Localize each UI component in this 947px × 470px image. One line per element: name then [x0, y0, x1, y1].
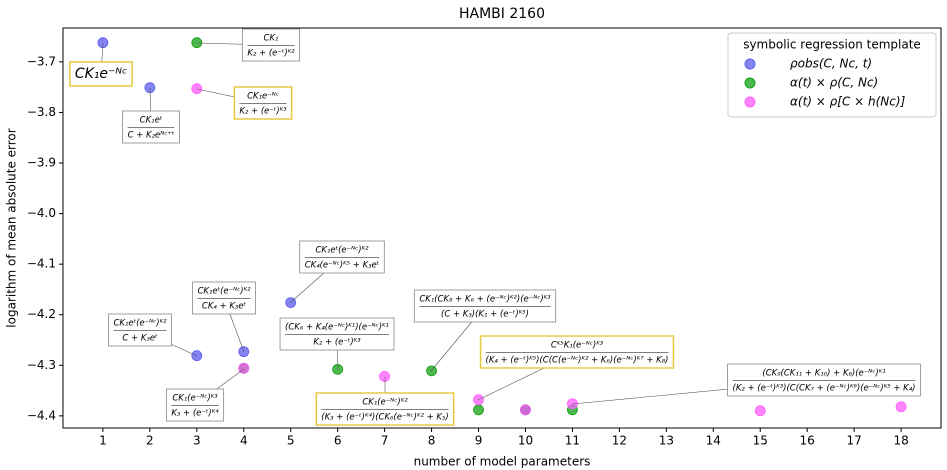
x-tick-label: 18: [893, 434, 908, 448]
annotation-denominator: CK₄ + K₃eᵗ: [202, 302, 247, 312]
y-tick-label: −4.2: [27, 307, 56, 321]
x-tick-label: 3: [193, 434, 201, 448]
y-tick-label: −4.0: [27, 206, 56, 220]
annotation-numerator: (CK₉(CK₁₁ + K₁₀) + K₈)(e⁻ᴺᶜ)ᴷ¹: [762, 369, 885, 379]
legend-marker: [744, 77, 756, 89]
x-tick-label: 1: [99, 434, 107, 448]
annotation-numerator: CK₁eᵗ(e⁻ᴺᶜ)ᴷ²: [315, 246, 369, 256]
annotation-denominator: C + K₃eᵗ: [122, 334, 158, 344]
x-tick-label: 15: [753, 434, 768, 448]
annotation-denominator: (C + K₃)(K₁ + (e⁻ᵗ)ᴷ⁵): [441, 310, 529, 320]
annotation: CK₁eᵗ C + K₂eᴺᶜ⁺ᵗ: [122, 87, 180, 144]
annotation-text: CK₁e⁻ᴺᶜ: [75, 66, 127, 82]
annotation-box: [122, 110, 180, 144]
annotation-numerator: CK₁eᵗ(e⁻ᴺᶜ)ᴷ²: [113, 319, 167, 329]
annotation: CK₁(e⁻ᴺᶜ)ᴷ³ K₃ + (e⁻ᵗ)ᴷ⁴: [165, 368, 245, 422]
annotation-numerator: CK₁eᵗ: [140, 116, 163, 126]
legend-label: ρobs(C, Nc, t): [790, 57, 872, 71]
annotation-numerator: CK₁: [264, 34, 279, 44]
annotation: CK₁(CK₈ + K₆ + (e⁻ᴺᶜ)ᴷ²)(e⁻ᴺᶜ)ᴷ³ (C + K₃)…: [413, 289, 557, 372]
x-tick-label: 10: [518, 434, 533, 448]
annotation-numerator: Cᴷ⁵K₁(e⁻ᴺᶜ)ᴷ³: [551, 341, 604, 351]
point: [191, 83, 203, 95]
legend-label: α(t) × ρ(C, Nc): [790, 76, 878, 90]
annotation: CK₁ K₂ + (e⁻ᵗ)ᴷ²: [196, 28, 301, 62]
x-tick-label: 5: [287, 434, 295, 448]
annotation: CK₁eᵗ(e⁻ᴺᶜ)ᴷ² C + K₃eᵗ: [108, 313, 198, 357]
annotation-denominator: CK₄(e⁻ᴺᶜ)ᴷ⁵ + K₃eᵗ: [305, 261, 380, 271]
annotation: CK₁eᵗ(e⁻ᴺᶜ)ᴷ² CK₄ + K₃eᵗ: [192, 281, 256, 353]
point: [473, 404, 484, 416]
legend-title: symbolic regression template: [743, 38, 921, 52]
point: [754, 405, 766, 417]
annotation-denominator: K₂ + (e⁻ᵗ)ᴷ³: [239, 107, 287, 117]
annotation-box: [241, 28, 301, 62]
annotation-numerator: CK₁(e⁻ᴺᶜ)ᴷ³: [172, 394, 218, 404]
x-tick-label: 12: [612, 434, 627, 448]
annotation-box: [413, 289, 557, 323]
x-tick-label: 13: [659, 434, 674, 448]
plot-frame: [62, 27, 942, 429]
annotation-box: [299, 240, 385, 274]
annotation-denominator: (K₃ + (e⁻ᵗ)ᴷ⁴)(CK₆(e⁻ᴺᶜ)ᴷ² + K₅): [321, 413, 448, 423]
annotation-box: [727, 363, 921, 397]
y-tick-label: −4.1: [27, 257, 56, 271]
annotation: CK₁(e⁻ᴺᶜ)ᴷ² (K₃ + (e⁻ᵗ)ᴷ⁴)(CK₆(e⁻ᴺᶜ)ᴷ² + …: [315, 377, 455, 426]
point: [191, 37, 203, 49]
annotation-box: [165, 388, 225, 422]
annotation: CK₁eᵗ(e⁻ᴺᶜ)ᴷ² CK₄(e⁻ᴺᶜ)ᴷ⁵ + K₃eᵗ: [289, 240, 385, 304]
x-tick-label: 17: [846, 434, 861, 448]
chart-title: HAMBI 2160: [459, 6, 545, 22]
x-tick-label: 4: [240, 434, 248, 448]
x-tick-label: 14: [706, 434, 721, 448]
annotation-denominator: C + K₂eᴺᶜ⁺ᵗ: [128, 131, 175, 141]
point: [426, 365, 437, 377]
x-tick-label: 2: [146, 434, 154, 448]
annotation-box: [479, 335, 675, 369]
y-tick-label: −3.8: [27, 105, 56, 119]
annotation-box: [108, 313, 172, 347]
annotation-box: [192, 281, 256, 315]
x-tick-label: 6: [334, 434, 342, 448]
y-tick-label: −4.3: [27, 358, 56, 372]
annotation-denominator: (K₂ + (e⁻ᵗ)ᴷ³)(C(CK₇ + (e⁻ᴺᶜ)ᴷ⁶)(e⁻ᴺᶜ)ᴷ⁵…: [733, 384, 916, 394]
legend-label: α(t) × ρ[C × h(Nc)]: [790, 95, 906, 109]
annotation-box: [279, 317, 395, 351]
annotation-denominator: K₂ + (e⁻ᵗ)ᴷ³: [313, 338, 361, 348]
annotation-numerator: (CK₆ + K₄(e⁻ᴺᶜ)ᴷ¹)(e⁻ᴺᶜ)ᴷ¹: [285, 323, 389, 333]
annotation-denominator: (K₄ + (e⁻ᵗ)ᴷ⁵)(C(C(e⁻ᴺᶜ)ᴷ² + K₆)(e⁻ᴺᶜ)ᴷ⁷…: [486, 356, 669, 366]
annotation: CK₁e⁻ᴺᶜ: [69, 42, 133, 87]
annotation-box: [233, 86, 293, 120]
x-axis-label: number of model parameters: [414, 455, 591, 469]
x-tick-label: 11: [565, 434, 580, 448]
x-tick-label: 7: [381, 434, 389, 448]
annotation-denominator: K₃ + (e⁻ᵗ)ᴷ⁴: [171, 409, 219, 419]
annotation-box: [69, 61, 133, 87]
legend-marker: [744, 96, 756, 108]
point: [379, 371, 391, 382]
point: [520, 404, 531, 416]
annotation-numerator: CK₁(e⁻ᴺᶜ)ᴷ²: [362, 398, 408, 408]
annotation: CK₁e⁻ᴺᶜ K₂ + (e⁻ᵗ)ᴷ³: [196, 86, 293, 120]
point: [895, 401, 907, 413]
annotation: Cᴷ⁵K₁(e⁻ᴺᶜ)ᴷ³ (K₄ + (e⁻ᵗ)ᴷ⁵)(C(C(e⁻ᴺᶜ)ᴷ² …: [477, 335, 675, 401]
legend-marker: [744, 58, 756, 70]
x-tick-label: 9: [475, 434, 483, 448]
annotation-numerator: CK₁(CK₈ + K₆ + (e⁻ᴺᶜ)ᴷ²)(e⁻ᴺᶜ)ᴷ³: [419, 295, 551, 305]
y-tick-label: −3.7: [27, 54, 56, 68]
annotation: (CK₉(CK₁₁ + K₁₀) + K₈)(e⁻ᴺᶜ)ᴷ¹ (K₂ + (e⁻ᵗ…: [571, 363, 921, 405]
x-tick-label: 16: [800, 434, 815, 448]
legend-box: [727, 32, 937, 118]
annotation-numerator: CK₁eᵗ(e⁻ᴺᶜ)ᴷ²: [197, 287, 251, 297]
annotation-denominator: K₂ + (e⁻ᵗ)ᴷ²: [247, 49, 295, 59]
x-tick-label: 8: [428, 434, 436, 448]
annotation-numerator: CK₁e⁻ᴺᶜ: [247, 92, 279, 102]
annotation-box: [315, 392, 455, 426]
annotation: (CK₆ + K₄(e⁻ᴺᶜ)ᴷ¹)(e⁻ᴺᶜ)ᴷ¹ K₂ + (e⁻ᵗ)ᴷ³: [279, 317, 395, 371]
y-tick-label: −3.9: [27, 156, 56, 170]
legend: symbolic regression template ρobs(C, Nc, …: [727, 32, 937, 118]
y-tick-label: −4.4: [27, 408, 56, 422]
y-axis-label: logarithm of mean absolute error: [5, 128, 19, 327]
